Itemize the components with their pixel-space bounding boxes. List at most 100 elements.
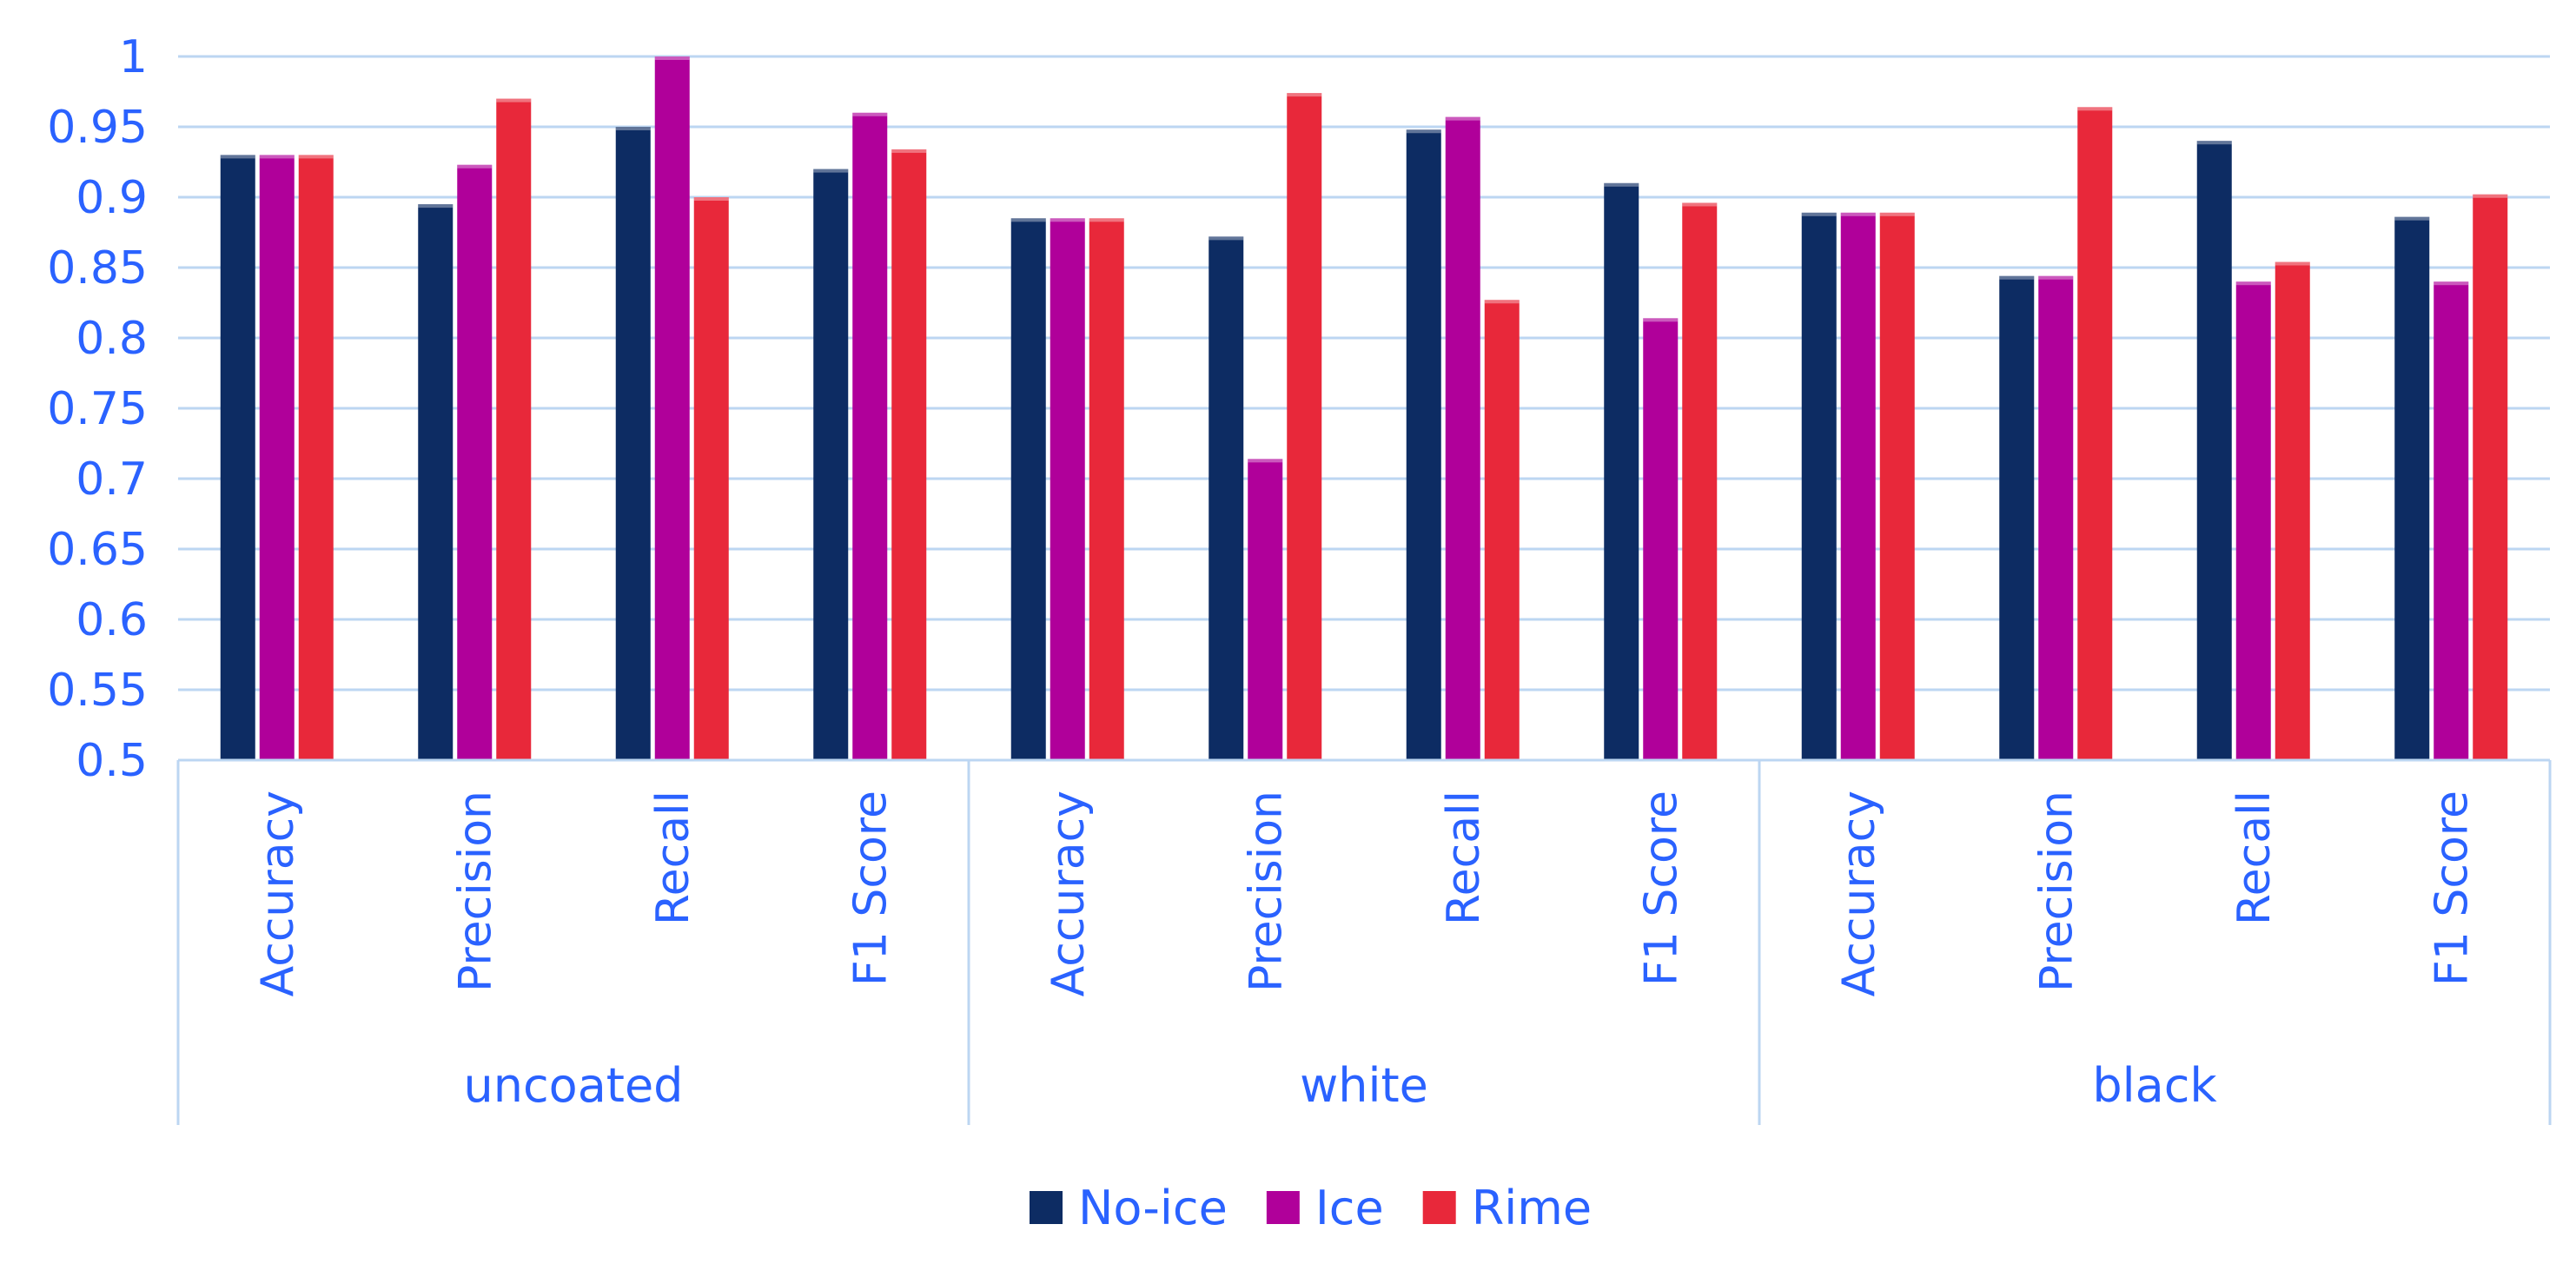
x-tick-label: Precision xyxy=(2030,791,2083,992)
y-tick-label: 0.65 xyxy=(47,524,148,576)
y-tick-label: 0.8 xyxy=(76,313,148,365)
bar-black-precision-ice xyxy=(2038,275,2074,761)
bar-white-recall-no-ice xyxy=(1406,129,1441,761)
bar-black-recall-rime xyxy=(2275,261,2310,760)
axis-labels: 0.5 0.55 0.6 0.65 0.7 0.75 0.8 0.85 0.9 0.95 1 Accu… xyxy=(47,31,2478,1113)
legend-swatch xyxy=(1266,1191,1300,1224)
group-label-uncoated: uncoated xyxy=(464,1058,684,1113)
bar-highlight xyxy=(1445,116,1480,121)
y-tick-label: 0.7 xyxy=(76,453,148,506)
bar-black-recall-no-ice xyxy=(2196,141,2232,760)
bar-highlight xyxy=(2275,261,2310,266)
x-tick-label: Accuracy xyxy=(252,791,304,996)
x-tick-label: F1 Score xyxy=(1635,791,1687,986)
bar-highlight xyxy=(418,204,454,208)
x-tick-label: Recall xyxy=(1438,791,1490,925)
axes xyxy=(176,758,2552,1125)
bar-highlight xyxy=(1604,182,1639,187)
bar-highlight xyxy=(1050,218,1085,222)
bar-uncoated-f1-score-ice xyxy=(852,112,888,761)
bar-uncoated-recall-no-ice xyxy=(615,127,651,760)
bar-highlight xyxy=(1999,275,2035,280)
bar-white-recall-rime xyxy=(1484,300,1520,760)
bar-black-f1-score-no-ice xyxy=(2394,216,2430,760)
bar-black-recall-ice xyxy=(2235,281,2271,760)
bar-black-precision-rime xyxy=(2077,107,2113,760)
bar-highlight xyxy=(496,98,532,103)
y-tick-label: 1 xyxy=(119,31,148,83)
legend-swatch xyxy=(1030,1191,1063,1224)
bar-highlight xyxy=(615,127,651,130)
bar-highlight xyxy=(457,164,493,169)
bar-white-accuracy-rime xyxy=(1089,218,1124,761)
bar-black-f1-score-ice xyxy=(2434,281,2469,760)
bar-black-accuracy-ice xyxy=(1840,212,1876,760)
x-tick-label: Accuracy xyxy=(1833,791,1885,996)
bar-white-precision-ice xyxy=(1248,459,1283,760)
bar-uncoated-accuracy-ice xyxy=(259,155,295,760)
bar-highlight xyxy=(2434,281,2469,286)
bar-white-precision-no-ice xyxy=(1209,236,1244,760)
bar-white-recall-ice xyxy=(1445,116,1480,760)
legend-label: Ice xyxy=(1315,1181,1384,1235)
bar-highlight xyxy=(298,155,334,159)
legend-item-no-ice: No-ice xyxy=(1030,1181,1228,1235)
bar-highlight xyxy=(2077,107,2113,111)
bar-highlight xyxy=(1840,212,1876,216)
bar-highlight xyxy=(1406,129,1441,134)
x-tick-label: Accuracy xyxy=(1043,791,1095,996)
bar-highlight xyxy=(1287,93,1322,97)
y-tick-label: 0.75 xyxy=(47,383,148,435)
bar-white-precision-rime xyxy=(1287,93,1322,761)
bar-highlight xyxy=(2235,281,2271,286)
legend-item-rime: Rime xyxy=(1422,1181,1592,1235)
bar-highlight xyxy=(1209,236,1244,241)
bar-uncoated-recall-rime xyxy=(693,197,729,760)
bar-highlight xyxy=(259,155,295,159)
bar-white-accuracy-no-ice xyxy=(1010,218,1046,761)
x-tick-label: Precision xyxy=(1240,791,1292,992)
bar-highlight xyxy=(693,197,729,201)
bar-white-accuracy-ice xyxy=(1050,218,1085,761)
bar-black-precision-no-ice xyxy=(1999,275,2035,761)
bar-uncoated-recall-ice xyxy=(654,56,690,760)
bar-highlight xyxy=(2038,275,2074,280)
bar-highlight xyxy=(813,169,849,173)
bar-highlight xyxy=(654,56,690,60)
y-tick-label: 0.95 xyxy=(47,102,148,154)
y-tick-label: 0.85 xyxy=(47,242,148,294)
x-tick-label: Recall xyxy=(2228,791,2281,925)
bar-white-f1-score-no-ice xyxy=(1604,182,1639,761)
bar-uncoated-precision-no-ice xyxy=(418,204,454,761)
bar-black-f1-score-rime xyxy=(2473,194,2508,760)
bar-highlight xyxy=(1801,212,1837,216)
bar-black-accuracy-no-ice xyxy=(1801,212,1837,760)
y-tick-label: 0.6 xyxy=(76,594,148,646)
bar-highlight xyxy=(1682,202,1718,207)
bar-highlight xyxy=(2394,216,2430,221)
y-tick-label: 0.55 xyxy=(47,665,148,717)
bar-uncoated-f1-score-rime xyxy=(891,149,927,761)
bar-white-f1-score-ice xyxy=(1643,318,1679,760)
bar-highlight xyxy=(1010,218,1046,222)
bar-uncoated-precision-ice xyxy=(457,164,493,761)
bar-uncoated-accuracy-no-ice xyxy=(220,155,255,760)
bar-highlight xyxy=(1248,459,1283,463)
bar-uncoated-precision-rime xyxy=(496,98,532,761)
bar-highlight xyxy=(1643,318,1679,322)
bar-highlight xyxy=(852,112,888,116)
group-label-white: white xyxy=(1300,1058,1428,1113)
bar-uncoated-accuracy-rime xyxy=(298,155,334,760)
legend-label: Rime xyxy=(1472,1181,1592,1235)
legend-item-ice: Ice xyxy=(1266,1181,1384,1235)
x-tick-label: Recall xyxy=(647,791,699,925)
bar-uncoated-f1-score-no-ice xyxy=(813,169,849,761)
bar-highlight xyxy=(1089,218,1124,222)
legend-swatch xyxy=(1422,1191,1456,1224)
legend-label: No-ice xyxy=(1078,1181,1228,1235)
legend: No-ice Ice Rime xyxy=(1030,1181,1592,1235)
x-tick-label: F1 Score xyxy=(844,791,897,986)
y-tick-label: 0.5 xyxy=(76,735,148,787)
